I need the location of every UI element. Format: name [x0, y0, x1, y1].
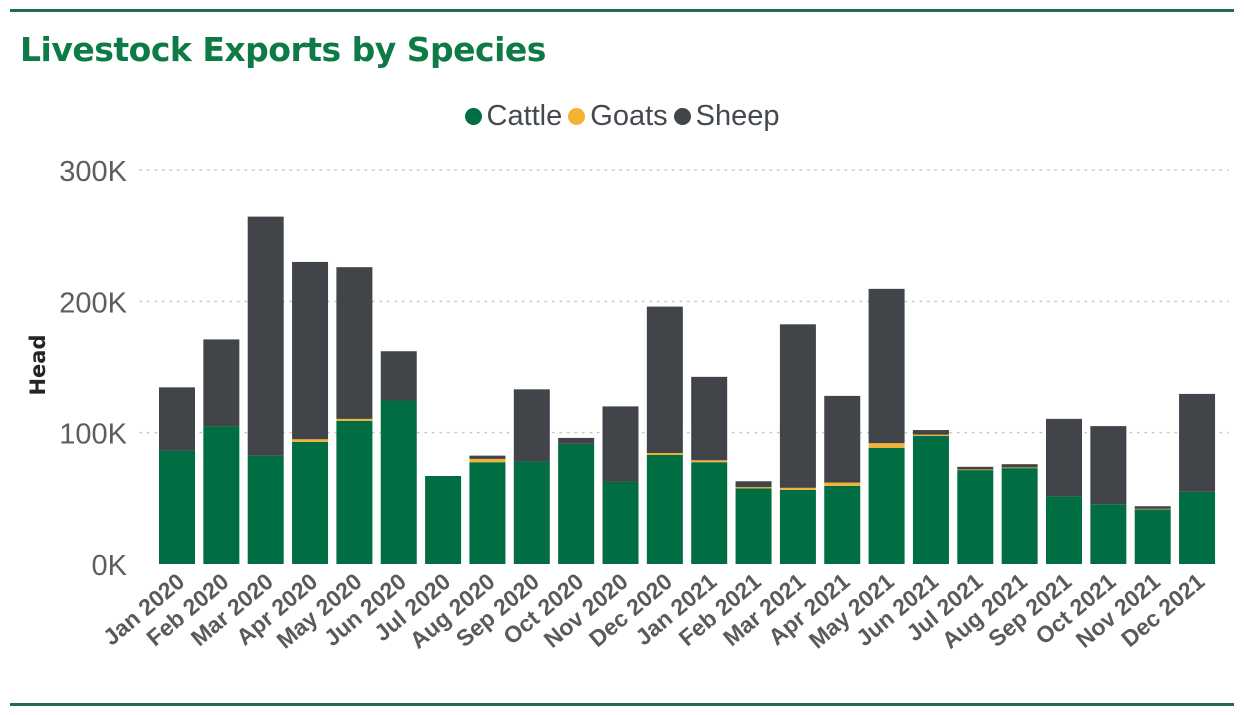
bar-cattle[interactable]	[380, 400, 417, 564]
chart-title: Livestock Exports by Species	[20, 30, 546, 69]
legend-marker-goats	[568, 108, 586, 125]
bar-sheep[interactable]	[247, 216, 284, 456]
bar-cattle[interactable]	[469, 462, 506, 564]
bar-goats[interactable]	[1134, 508, 1171, 510]
bar-goats[interactable]	[1001, 467, 1038, 469]
bar-goats[interactable]	[779, 487, 816, 490]
bar-sheep[interactable]	[602, 406, 639, 482]
legend-label: Cattle	[486, 100, 563, 132]
bar-sheep[interactable]	[691, 376, 728, 461]
bar-goats[interactable]	[336, 418, 373, 421]
bar-sheep[interactable]	[824, 395, 861, 483]
bar-sheep[interactable]	[1046, 418, 1082, 497]
y-tick-label: 0K	[92, 550, 128, 582]
bar-goats[interactable]	[912, 434, 949, 436]
bar-cattle[interactable]	[292, 441, 329, 564]
bar-sheep[interactable]	[1134, 506, 1171, 509]
bar-cattle[interactable]	[203, 426, 240, 564]
legend-item-goats[interactable]: Goats	[568, 100, 668, 133]
bar-sheep[interactable]	[292, 261, 329, 440]
bar-sheep[interactable]	[380, 351, 417, 401]
bar-cattle[interactable]	[1001, 468, 1038, 564]
bar-sheep[interactable]	[868, 288, 905, 444]
bar-cattle[interactable]	[779, 489, 816, 564]
bottom-rule	[10, 703, 1234, 706]
bar-cattle[interactable]	[912, 435, 949, 564]
y-tick-label: 200K	[59, 287, 127, 319]
y-tick-label: 300K	[59, 156, 127, 188]
bar-sheep[interactable]	[646, 306, 683, 454]
bar-goats[interactable]	[957, 469, 994, 471]
bar-sheep[interactable]	[1001, 464, 1038, 468]
bar-goats[interactable]	[646, 453, 683, 455]
top-rule	[10, 9, 1234, 12]
bar-cattle[interactable]	[957, 470, 994, 564]
bar-goats[interactable]	[292, 439, 329, 442]
bar-sheep[interactable]	[469, 455, 506, 459]
legend-item-sheep[interactable]: Sheep	[673, 100, 780, 133]
legend: Cattle Goats Sheep	[0, 100, 1244, 133]
bar-sheep[interactable]	[1090, 426, 1127, 505]
bar-cattle[interactable]	[824, 485, 861, 564]
legend-marker-cattle	[464, 108, 482, 125]
bar-sheep[interactable]	[735, 481, 772, 488]
bar-sheep[interactable]	[513, 389, 550, 462]
bar-cattle[interactable]	[425, 476, 462, 564]
bar-sheep[interactable]	[957, 466, 994, 470]
bar-cattle[interactable]	[1134, 509, 1171, 564]
bar-cattle[interactable]	[691, 462, 728, 564]
bar-goats[interactable]	[469, 458, 506, 463]
bar-sheep[interactable]	[558, 437, 595, 444]
bar-cattle[interactable]	[558, 443, 595, 564]
legend-marker-sheep	[673, 108, 691, 125]
bar-cattle[interactable]	[159, 450, 195, 564]
bar-sheep[interactable]	[203, 339, 240, 427]
bar-sheep[interactable]	[779, 324, 816, 488]
legend-label: Goats	[590, 100, 668, 132]
bar-goats[interactable]	[691, 460, 728, 463]
bar-cattle[interactable]	[1046, 496, 1082, 564]
bar-cattle[interactable]	[513, 461, 550, 564]
bar-cattle[interactable]	[247, 455, 284, 564]
bar-sheep[interactable]	[1179, 393, 1216, 492]
bar-sheep[interactable]	[912, 430, 949, 435]
bar-cattle[interactable]	[1090, 504, 1127, 564]
bar-goats[interactable]	[868, 443, 905, 448]
bar-cattle[interactable]	[868, 447, 905, 564]
bar-cattle[interactable]	[336, 420, 373, 564]
bar-cattle[interactable]	[646, 454, 683, 564]
legend-item-cattle[interactable]: Cattle	[464, 100, 563, 133]
bar-cattle[interactable]	[735, 488, 772, 564]
bar-cattle[interactable]	[602, 481, 639, 564]
bar-goats[interactable]	[735, 487, 772, 489]
bar-cattle[interactable]	[1179, 491, 1216, 564]
bar-sheep[interactable]	[336, 267, 373, 419]
y-tick-label: 100K	[59, 419, 127, 451]
legend-label: Sheep	[695, 100, 780, 132]
bar-goats[interactable]	[824, 482, 861, 486]
bar-sheep[interactable]	[159, 387, 195, 451]
